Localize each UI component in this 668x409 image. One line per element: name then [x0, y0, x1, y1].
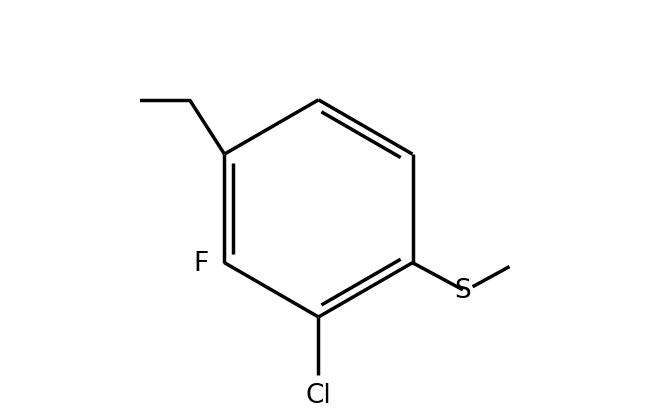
Text: S: S [454, 277, 472, 303]
Text: Cl: Cl [306, 382, 331, 408]
Text: F: F [194, 250, 209, 276]
